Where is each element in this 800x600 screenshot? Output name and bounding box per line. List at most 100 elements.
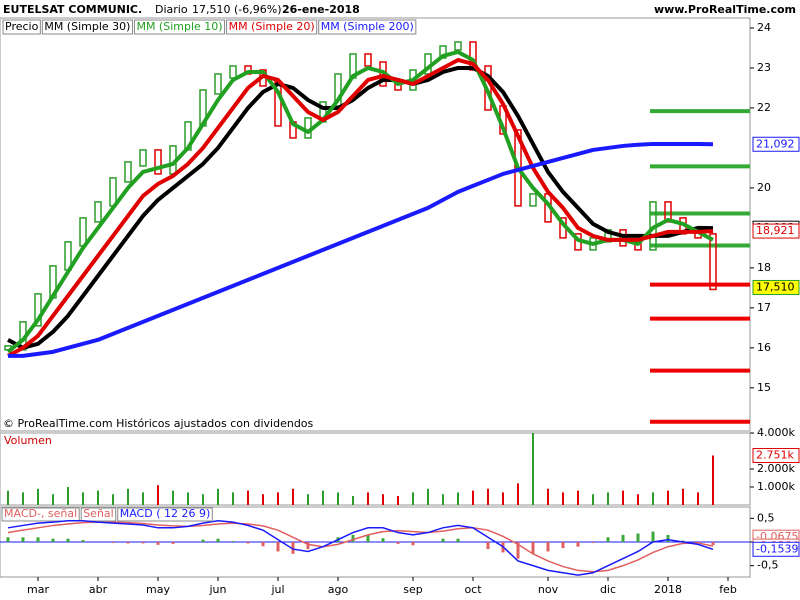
histogram-bar: [156, 542, 160, 545]
legend-box: [80, 507, 117, 522]
value-label: -0,1539: [756, 542, 798, 555]
histogram-bar: [381, 538, 385, 542]
value-box: [752, 541, 800, 557]
x-tick-label: oct: [464, 583, 482, 596]
histogram-bar: [411, 542, 415, 546]
histogram-bar: [636, 533, 640, 542]
volume-bar: [652, 492, 654, 505]
volume-bar: [607, 492, 609, 505]
histogram-bar: [366, 534, 370, 542]
volume-bar: [172, 490, 174, 505]
volume-bar: [697, 492, 699, 505]
volume-bar: [217, 488, 219, 505]
histogram-bar: [486, 542, 490, 550]
period: Diario: [155, 3, 188, 16]
histogram-bar: [441, 538, 445, 542]
volume-bar: [67, 487, 69, 505]
histogram-bar: [201, 539, 205, 542]
volume-title: Volumen: [4, 434, 52, 447]
volume-bar: [52, 494, 54, 505]
histogram-bar: [51, 538, 55, 542]
volume-bar: [487, 488, 489, 505]
volume-bar: [547, 488, 549, 505]
volume-bar: [667, 490, 669, 505]
histogram-bar: [291, 542, 295, 554]
volume-bar: [367, 492, 369, 505]
histogram-bar: [66, 538, 70, 542]
footnote: © ProRealTime.com Históricos ajustados c…: [3, 417, 314, 430]
y-tick-label: 24: [757, 21, 771, 34]
y-tick-label: 4.000k: [757, 426, 795, 439]
price-bar: [529, 193, 537, 207]
volume-bar: [502, 492, 504, 505]
value-box: [752, 223, 800, 239]
histogram-bar: [396, 542, 400, 544]
moving-average: [8, 141, 714, 358]
volume-bar: [622, 490, 624, 505]
volume-bar: [472, 490, 474, 505]
price-bar: [139, 149, 147, 167]
volume-bar: [127, 488, 129, 505]
value-box: [752, 447, 800, 463]
legend-label: Señal: [83, 507, 114, 520]
legend-label: MACD-, señal: [4, 507, 77, 520]
x-tick-label: dic: [600, 583, 616, 596]
histogram-bar: [621, 534, 625, 542]
histogram-bar: [516, 542, 520, 559]
date: 26-ene-2018: [282, 3, 360, 16]
legend-label: MM (Simple 200): [321, 20, 414, 33]
histogram-bar: [351, 534, 355, 542]
price-bar: [709, 233, 717, 291]
histogram-bar: [306, 542, 310, 550]
histogram-bar: [606, 537, 610, 542]
volume-bar: [457, 492, 459, 505]
legend-label: MM (Simple 30): [44, 20, 130, 33]
price-panel: [0, 17, 751, 432]
volume-bar: [322, 490, 324, 505]
price-bar: [94, 201, 102, 223]
histogram-bar: [21, 537, 25, 542]
volume-bar: [247, 490, 249, 505]
volume-bar: [682, 488, 684, 505]
histogram-bar: [651, 531, 655, 542]
x-tick-label: 2018: [654, 583, 682, 596]
volume-bar: [292, 488, 294, 505]
volume-bar: [517, 483, 519, 505]
histogram-bar: [276, 542, 280, 552]
y-tick-label: 15: [757, 381, 771, 394]
y-tick-label: 1.000k: [757, 480, 795, 493]
legend-box: [1, 507, 80, 522]
volume-bar: [187, 492, 189, 505]
moving-average: [6, 49, 714, 354]
histogram-bar: [576, 542, 580, 547]
histogram-bar: [711, 542, 715, 546]
value-label: 21,092: [756, 137, 795, 150]
x-tick-label: abr: [89, 583, 108, 596]
volume-bar: [262, 494, 264, 505]
histogram-bar: [561, 542, 565, 549]
y-tick-label: -0,5: [757, 559, 778, 572]
legend-box: [318, 19, 417, 35]
volume-bar: [412, 492, 414, 505]
volume-bar: [637, 494, 639, 505]
moving-average: [7, 65, 714, 350]
volume-bar: [232, 492, 234, 505]
volume-bar: [592, 494, 594, 505]
price-bar: [34, 293, 42, 327]
value-label: 2.751k: [756, 448, 794, 461]
legend-label: Precio: [5, 20, 39, 33]
legend-box: [41, 19, 133, 35]
volume-bar: [712, 455, 714, 505]
legend-box: [2, 19, 41, 35]
histogram-bar: [171, 542, 175, 544]
value-box: [752, 279, 800, 295]
volume-bar: [277, 492, 279, 505]
x-tick-label: ago: [328, 583, 349, 596]
histogram-bar: [81, 540, 85, 542]
macd-line: [7, 519, 714, 576]
volume-bar: [577, 490, 579, 505]
histogram-bar: [666, 534, 670, 542]
price-bar: [124, 161, 132, 183]
value-box: [752, 136, 800, 152]
